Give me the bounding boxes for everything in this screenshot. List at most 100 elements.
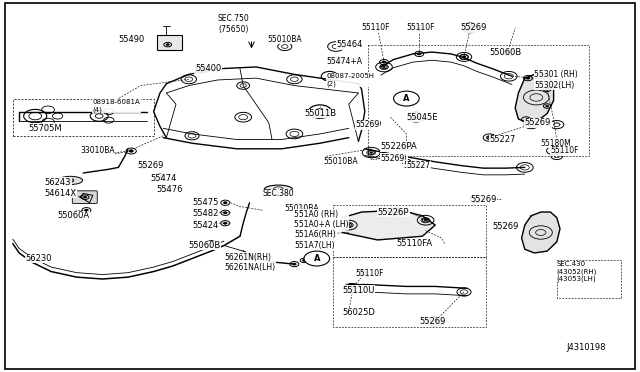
Text: 55010BA: 55010BA (285, 204, 319, 213)
Text: 55476: 55476 (157, 185, 183, 194)
Text: 55227: 55227 (403, 161, 429, 170)
Text: 55227: 55227 (490, 135, 516, 144)
Circle shape (526, 77, 530, 79)
Circle shape (488, 137, 491, 138)
Polygon shape (515, 74, 554, 123)
Circle shape (129, 150, 133, 152)
Text: 55060A: 55060A (58, 211, 90, 220)
Text: 551A0 (RH)
551A0+A (LH): 551A0 (RH) 551A0+A (LH) (294, 210, 349, 229)
Text: 55424: 55424 (192, 221, 218, 230)
Circle shape (404, 161, 408, 163)
Circle shape (223, 202, 227, 204)
Text: 56243: 56243 (45, 178, 71, 187)
Circle shape (507, 52, 511, 54)
Circle shape (462, 56, 466, 58)
Circle shape (433, 321, 437, 323)
Text: 08087-2005H
(2): 08087-2005H (2) (326, 73, 374, 87)
Text: A: A (314, 254, 320, 263)
Text: 55060B: 55060B (189, 241, 221, 250)
Text: 55269: 55269 (355, 120, 380, 129)
Text: 55464: 55464 (336, 40, 362, 49)
Circle shape (158, 176, 162, 178)
Text: 55110U: 55110U (342, 286, 375, 295)
Text: 55269: 55269 (381, 154, 407, 163)
Circle shape (417, 53, 421, 55)
Text: 56025D: 56025D (342, 308, 375, 317)
Circle shape (424, 219, 427, 221)
Text: 55269: 55269 (419, 317, 445, 326)
Circle shape (383, 66, 385, 68)
Text: 55474: 55474 (150, 174, 177, 183)
Text: 55269: 55269 (381, 154, 405, 163)
Circle shape (84, 196, 86, 198)
Text: 55475: 55475 (192, 198, 218, 207)
Text: 55110F: 55110F (406, 23, 435, 32)
Circle shape (360, 124, 364, 126)
Circle shape (417, 27, 421, 29)
Circle shape (142, 164, 146, 167)
Text: 55060B: 55060B (490, 48, 522, 57)
Text: 55482: 55482 (192, 209, 218, 218)
Circle shape (304, 251, 330, 266)
Circle shape (351, 288, 353, 289)
Text: 55269: 55269 (525, 118, 551, 127)
Text: 55110F: 55110F (355, 269, 384, 278)
Circle shape (370, 152, 372, 153)
Text: 55011B: 55011B (304, 109, 336, 118)
Text: 55269: 55269 (355, 120, 381, 129)
Text: 55705M: 55705M (29, 124, 63, 133)
Text: 55110F: 55110F (550, 146, 579, 155)
Polygon shape (522, 212, 560, 253)
Circle shape (209, 243, 213, 245)
Text: 55474+A: 55474+A (326, 57, 362, 66)
Text: 33010BA: 33010BA (80, 146, 115, 155)
Circle shape (164, 188, 168, 190)
Circle shape (395, 211, 399, 213)
Text: SEC.380: SEC.380 (262, 189, 294, 198)
Text: SEC.750
(75650): SEC.750 (75650) (218, 15, 250, 34)
Text: 551A6(RH)
551A7(LH): 551A6(RH) 551A7(LH) (294, 230, 336, 250)
Text: 55227: 55227 (406, 161, 431, 170)
Circle shape (360, 272, 364, 275)
Text: SEC.430
(43052(RH)
(43053(LH): SEC.430 (43052(RH) (43053(LH) (557, 261, 597, 282)
Text: 55226PA: 55226PA (381, 142, 417, 151)
Text: 54614X: 54614X (45, 189, 77, 198)
Text: 55269: 55269 (138, 161, 164, 170)
Text: 55269: 55269 (461, 23, 487, 32)
Circle shape (69, 180, 72, 181)
Circle shape (348, 224, 350, 226)
Circle shape (415, 116, 417, 118)
Bar (157, 35, 182, 50)
Text: 55010BA: 55010BA (323, 157, 358, 166)
Circle shape (84, 209, 88, 211)
Polygon shape (342, 210, 435, 240)
Text: 55180M: 55180M (541, 139, 572, 148)
Circle shape (292, 263, 296, 265)
Text: J4310198: J4310198 (566, 343, 606, 352)
Text: 55400: 55400 (195, 64, 221, 73)
Text: 56261N(RH)
56261NA(LH): 56261N(RH) 56261NA(LH) (224, 253, 275, 272)
Text: 55110FA: 55110FA (397, 239, 433, 248)
Circle shape (382, 61, 386, 63)
Ellipse shape (264, 185, 292, 195)
Text: 55226P: 55226P (378, 208, 409, 217)
Text: 55045E: 55045E (406, 113, 438, 122)
Text: 08918-6081A
(4): 08918-6081A (4) (93, 99, 141, 113)
Text: 55010BA: 55010BA (268, 35, 302, 44)
Circle shape (223, 222, 227, 224)
Text: 55269: 55269 (470, 195, 497, 203)
Circle shape (546, 105, 548, 107)
Circle shape (223, 212, 227, 214)
Text: 55110F: 55110F (362, 23, 390, 32)
Circle shape (302, 207, 306, 209)
Circle shape (417, 164, 421, 167)
Circle shape (303, 260, 305, 261)
Circle shape (546, 89, 548, 90)
Circle shape (468, 27, 472, 29)
Text: A: A (403, 94, 410, 103)
Text: 55490: 55490 (118, 35, 145, 44)
Circle shape (394, 91, 419, 106)
Text: 56230: 56230 (26, 254, 52, 263)
Text: D: D (327, 73, 332, 79)
Text: 55269: 55269 (493, 222, 519, 231)
